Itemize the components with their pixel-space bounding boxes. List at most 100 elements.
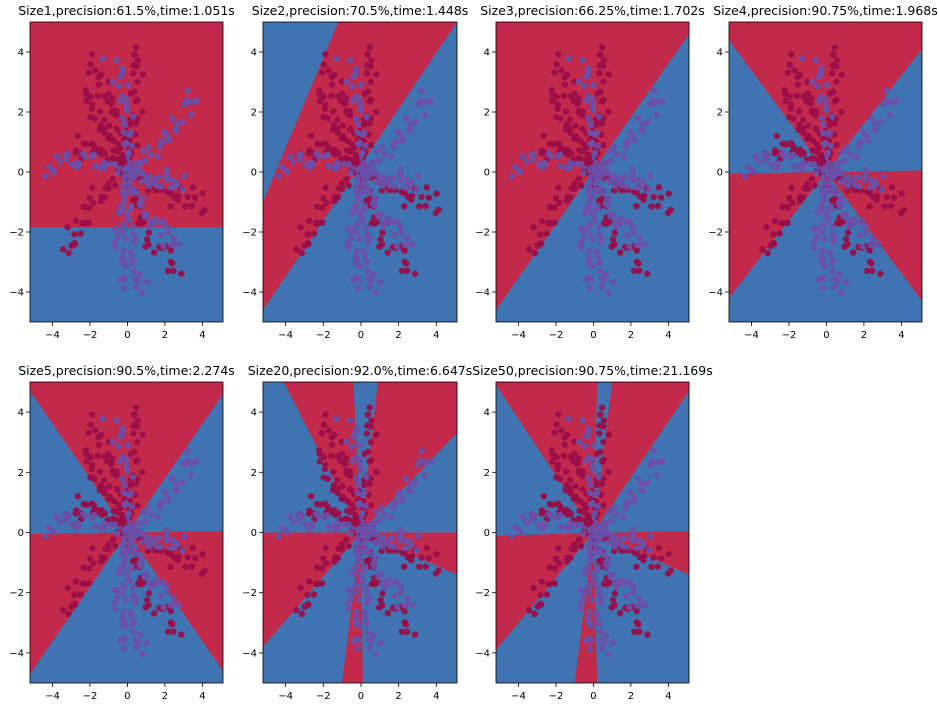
data-point xyxy=(558,67,565,74)
data-point xyxy=(519,153,526,160)
data-point xyxy=(279,163,286,171)
data-point xyxy=(139,468,146,476)
data-point xyxy=(114,234,121,242)
data-point xyxy=(138,563,145,570)
data-point xyxy=(191,194,199,201)
data-point xyxy=(91,163,99,170)
data-point xyxy=(167,563,174,570)
data-point xyxy=(787,105,794,112)
data-point xyxy=(562,468,570,475)
data-point xyxy=(98,511,106,519)
data-point xyxy=(553,421,560,429)
y-tick-label: 4 xyxy=(18,48,24,59)
data-point xyxy=(634,475,642,483)
data-point xyxy=(124,512,132,519)
data-point xyxy=(361,205,368,213)
data-point xyxy=(587,166,594,174)
data-point xyxy=(367,63,375,70)
data-point xyxy=(320,474,327,481)
data-point xyxy=(401,563,408,570)
data-point xyxy=(139,530,146,538)
data-point xyxy=(347,530,355,537)
data-point xyxy=(188,563,196,570)
data-point xyxy=(318,565,326,572)
data-point xyxy=(352,115,360,122)
data-point xyxy=(558,427,565,434)
data-point xyxy=(114,169,121,177)
data-point xyxy=(600,63,607,70)
data-point xyxy=(322,411,329,418)
data-point xyxy=(189,184,197,191)
data-point xyxy=(163,171,171,179)
data-point xyxy=(877,270,884,277)
x-tick-label: 2 xyxy=(628,691,634,702)
data-point xyxy=(582,433,590,440)
data-point xyxy=(868,260,875,267)
data-point xyxy=(337,457,344,465)
data-point xyxy=(322,500,329,507)
data-point xyxy=(838,170,845,177)
data-point xyxy=(138,178,146,185)
data-point xyxy=(793,92,800,99)
data-point xyxy=(350,73,357,80)
region-red xyxy=(593,382,689,533)
data-point xyxy=(175,192,182,200)
data-point xyxy=(366,195,373,203)
data-point xyxy=(796,71,804,78)
data-point xyxy=(612,583,620,591)
data-point xyxy=(347,234,355,242)
data-point xyxy=(616,249,624,256)
data-point xyxy=(157,543,164,551)
data-point xyxy=(630,493,637,501)
data-point xyxy=(353,608,361,615)
data-point xyxy=(630,589,637,596)
data-point xyxy=(579,56,586,64)
data-point xyxy=(531,610,538,618)
data-point xyxy=(839,148,846,155)
data-point xyxy=(365,275,373,283)
data-point xyxy=(538,146,546,154)
data-point xyxy=(872,179,879,186)
x-tick-label: −4 xyxy=(744,330,759,341)
region-red xyxy=(574,532,598,683)
data-point xyxy=(600,190,607,197)
data-point xyxy=(409,240,416,248)
data-point xyxy=(418,554,425,561)
data-point xyxy=(391,183,398,190)
data-point xyxy=(659,97,667,105)
data-point xyxy=(175,240,183,248)
data-point xyxy=(641,601,649,609)
data-point xyxy=(523,158,530,165)
data-point xyxy=(523,518,530,526)
data-point xyxy=(321,514,329,521)
data-point xyxy=(887,202,895,210)
data-point xyxy=(358,151,365,159)
data-point xyxy=(416,563,423,571)
data-point xyxy=(347,169,355,177)
subplot-title: Size1,precision:61.5%,time:1.051s xyxy=(18,3,235,18)
data-point xyxy=(143,236,151,243)
data-point xyxy=(321,153,329,161)
data-point xyxy=(819,228,826,236)
data-point xyxy=(823,81,830,89)
data-point xyxy=(334,489,342,497)
data-point xyxy=(877,118,885,126)
data-point xyxy=(582,637,590,644)
data-point xyxy=(120,534,128,541)
data-point xyxy=(407,539,414,546)
data-point xyxy=(617,220,624,227)
data-point xyxy=(201,206,208,214)
data-point xyxy=(635,260,642,267)
data-point xyxy=(351,520,358,527)
data-point xyxy=(354,121,362,128)
data-point xyxy=(366,457,374,464)
data-point xyxy=(173,179,180,186)
data-point xyxy=(567,93,574,100)
data-point xyxy=(403,267,411,275)
data-point xyxy=(812,56,819,64)
data-point xyxy=(160,243,167,250)
data-point xyxy=(577,239,584,246)
data-point xyxy=(756,158,763,165)
data-point xyxy=(139,431,146,438)
data-point xyxy=(59,606,67,614)
